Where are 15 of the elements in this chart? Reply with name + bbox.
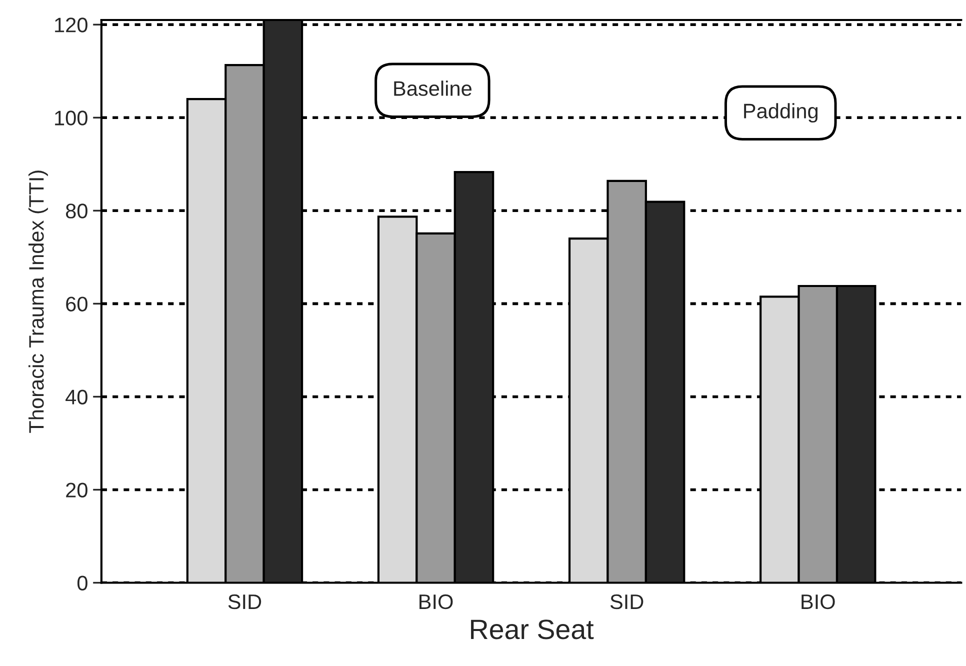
x-tick-label: BIO [420,594,453,610]
y-tick-label: 120 [55,18,88,32]
y-tick-label: 0 [77,576,88,591]
x-axis-title: Rear Seat [471,620,594,640]
y-tick-label: 80 [66,204,88,218]
annotation: Baseline [394,80,472,96]
x-tick-label: SID [228,594,262,610]
y-tick-label: 60 [66,296,88,312]
y-tick-label: 100 [55,110,88,126]
annotation: Padding [744,103,818,123]
x-tick-label: BIO [802,594,835,610]
y-tick-label: 20 [66,482,88,498]
x-tick-label: SID [610,594,644,610]
y-axis-title: Thoracic Trauma Index (TTI) [28,170,48,433]
y-tick-label: 40 [66,390,88,404]
